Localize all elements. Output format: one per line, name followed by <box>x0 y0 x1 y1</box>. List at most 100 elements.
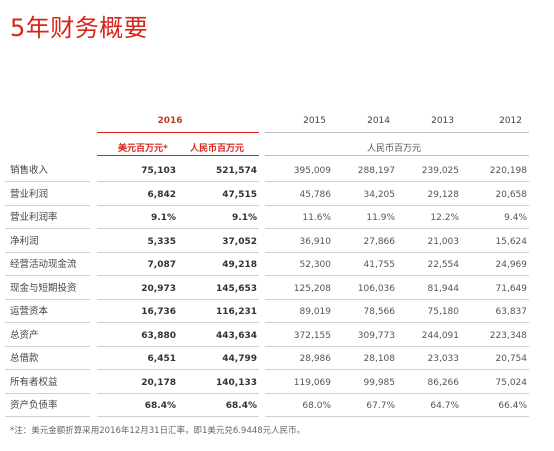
table-row: 总借款 6,451 44,799 28,986 28,108 23,033 20,754 <box>5 348 529 370</box>
table-cell: 75,180 <box>427 307 460 317</box>
row-divider <box>5 275 90 276</box>
row-divider <box>265 181 529 182</box>
row-label: 运营资本 <box>10 306 49 317</box>
row-label: 资产负债率 <box>10 400 58 411</box>
table-cell: 22,554 <box>427 260 460 270</box>
table-cell: 28,108 <box>363 354 396 364</box>
table-cell: 45,786 <box>299 189 332 200</box>
table-cell: 29,128 <box>427 189 460 200</box>
table-cell: 44,799 <box>222 354 257 364</box>
header-rule-2016 <box>97 132 259 133</box>
table-cell: 7,087 <box>147 260 176 270</box>
row-divider <box>265 392 529 394</box>
row-divider <box>97 322 259 323</box>
table-cell: 89,019 <box>299 307 332 317</box>
row-divider <box>5 392 90 394</box>
table-cell: 28,986 <box>299 354 332 364</box>
table-cell: 372,155 <box>293 330 331 341</box>
row-divider <box>5 228 90 229</box>
row-divider <box>5 181 90 182</box>
table-cell: 24,969 <box>495 260 528 270</box>
unit-rule-2016 <box>97 155 259 156</box>
table-row: 所有者权益 20,178 140,133 119,069 99,985 86,266 75,… <box>5 372 529 394</box>
row-label: 总资产 <box>10 329 39 341</box>
table-cell: 223,348 <box>489 330 527 341</box>
table-cell: 239,025 <box>421 166 459 176</box>
row-label: 营业利润率 <box>10 212 58 223</box>
table-cell: 27,866 <box>363 236 396 247</box>
table-cell: 288,197 <box>357 166 395 176</box>
table-cell: 20,658 <box>495 189 528 200</box>
table-cell: 395,009 <box>293 166 331 176</box>
table-row: 运营资本 16,736 116,231 89,019 78,566 75,180 63,83… <box>5 301 529 323</box>
table-cell: 15,624 <box>495 236 528 247</box>
row-divider <box>97 298 259 300</box>
row-divider <box>97 228 259 229</box>
table-cell: 116,231 <box>216 307 257 317</box>
table-cell: 9.4% <box>504 213 527 223</box>
row-divider <box>265 369 529 370</box>
table-cell: 75,103 <box>141 166 176 176</box>
table-cell: 63,837 <box>495 307 528 317</box>
row-label: 净利润 <box>10 235 39 247</box>
table-cell: 9.1% <box>151 213 176 223</box>
table-cell: 140,133 <box>216 377 257 388</box>
unit-usd-label: 美元百万元* <box>118 144 168 154</box>
table-cell: 21,003 <box>427 236 460 247</box>
table-cell: 66.4% <box>498 401 527 411</box>
table-cell: 6,842 <box>147 189 176 200</box>
table-cell: 37,052 <box>222 236 257 247</box>
table-cell: 244,091 <box>421 330 459 341</box>
unit-rmb-label: 人民币百万元 <box>190 144 245 154</box>
table-cell: 64.7% <box>430 401 459 411</box>
table-cell: 41,755 <box>363 260 396 270</box>
row-divider <box>265 416 529 417</box>
table-cell: 106,036 <box>357 283 395 294</box>
row-divider <box>265 204 529 206</box>
row-divider <box>97 392 259 394</box>
row-divider <box>5 251 90 253</box>
table-row: 营业利润 6,842 47,515 45,786 34,205 29,128 20,658 <box>5 184 529 206</box>
row-divider <box>97 275 259 276</box>
row-label: 总借款 <box>10 353 39 364</box>
table-cell: 68.0% <box>302 401 331 411</box>
row-divider <box>265 322 529 323</box>
row-divider <box>97 251 259 253</box>
row-divider <box>5 369 90 370</box>
table-cell: 68.4% <box>225 401 257 411</box>
row-label: 销售收入 <box>10 165 49 176</box>
table-cell: 119,069 <box>293 377 331 388</box>
table-row: 总资产 63,880 443,634 372,155 309,773 244,091 223… <box>5 325 529 347</box>
table-cell: 86,266 <box>427 377 460 388</box>
table-cell: 5,335 <box>147 236 176 247</box>
row-divider <box>265 345 529 347</box>
row-divider <box>97 181 259 182</box>
table-cell: 521,574 <box>216 166 257 176</box>
table-cell: 81,944 <box>427 283 460 294</box>
year-2012-header: 2012 <box>499 116 522 126</box>
row-divider <box>97 345 259 347</box>
row-divider <box>5 204 90 206</box>
table-cell: 443,634 <box>216 330 257 341</box>
row-divider <box>265 251 529 253</box>
header-rule-other <box>265 132 529 133</box>
table-cell: 78,566 <box>363 307 396 317</box>
table-cell: 20,754 <box>495 354 528 364</box>
row-label: 所有者权益 <box>10 376 58 388</box>
row-divider <box>97 204 259 206</box>
table-row: 销售收入 75,103 521,574 395,009 288,197 239,025 22… <box>5 160 529 182</box>
table-cell: 16,736 <box>141 307 176 317</box>
table-row: 经营活动现金流 7,087 49,218 52,300 41,755 22,554 24,9… <box>5 254 529 276</box>
table-cell: 309,773 <box>357 330 395 341</box>
table-cell: 145,653 <box>216 283 257 294</box>
row-divider <box>5 298 90 300</box>
table-cell: 11.9% <box>366 213 395 223</box>
table-cell: 9.1% <box>232 213 257 223</box>
row-label: 营业利润 <box>10 188 49 200</box>
table-cell: 99,985 <box>363 377 396 388</box>
table-cell: 20,178 <box>141 377 176 388</box>
table-cell: 52,300 <box>299 260 332 270</box>
row-label: 经营活动现金流 <box>10 259 77 270</box>
table-row: 营业利润率 9.1% 9.1% 11.6% 11.9% 12.2% 9.4% <box>5 207 529 229</box>
table-cell: 20,973 <box>141 283 176 294</box>
